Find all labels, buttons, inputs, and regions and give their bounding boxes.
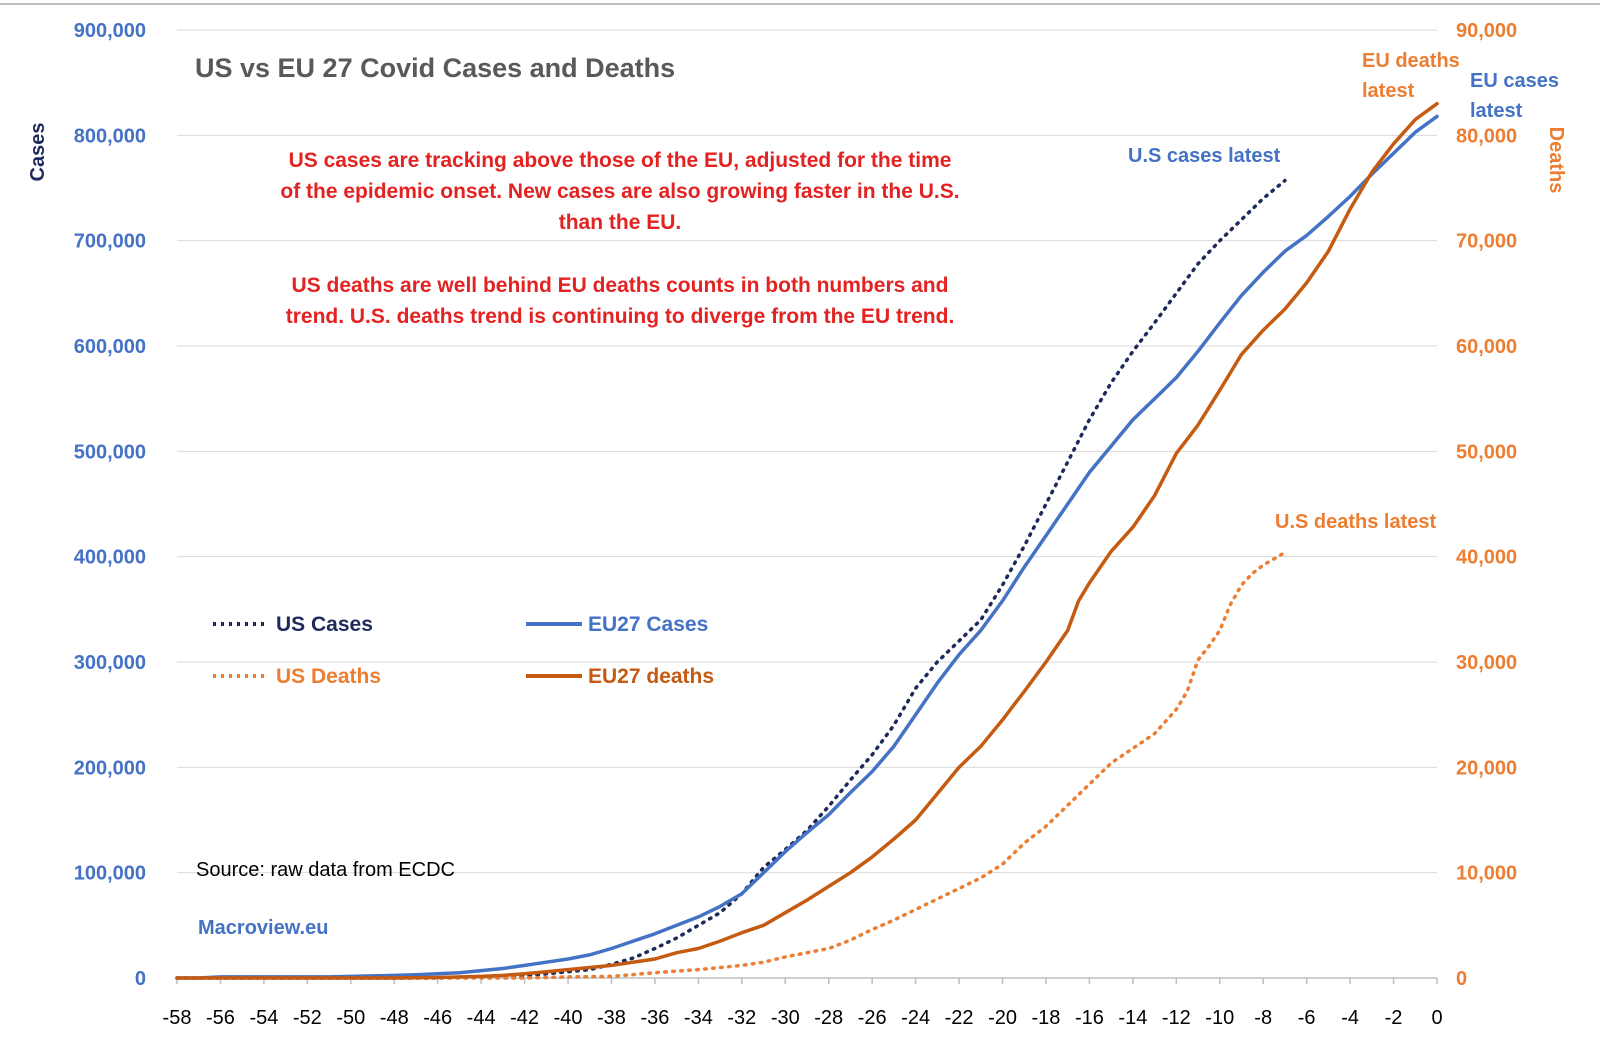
x-axis-ticks: -58 -56 -54 -52 -50 -48 -46 -44 -42 -40 -38 -36 -34-… bbox=[163, 977, 1443, 1029]
x-tick-label: -40 bbox=[554, 1007, 583, 1029]
y-tick-label-left: 800,000 bbox=[74, 125, 146, 147]
y-tick-label-right: 20,000 bbox=[1456, 757, 1517, 779]
y-tick-label-right: 90,000 bbox=[1456, 20, 1517, 42]
x-tick-label: -14 bbox=[1118, 1007, 1147, 1029]
annotation-line: US deaths are well behind EU deaths coun… bbox=[292, 274, 949, 297]
series-line-eu27-cases bbox=[175, 114, 1439, 980]
x-tick-label: -34 bbox=[684, 1007, 713, 1029]
x-tick-label: -6 bbox=[1298, 1007, 1316, 1029]
label-us-cases-latest: U.S cases latest bbox=[1128, 145, 1281, 167]
y-tick-label-left: 700,000 bbox=[74, 231, 146, 253]
y-tick-label-left: 100,000 bbox=[74, 863, 146, 885]
x-tick-label: -36 bbox=[640, 1007, 669, 1029]
y-tick-label-right: 10,000 bbox=[1456, 863, 1517, 885]
x-tick-label: -12 bbox=[1162, 1007, 1191, 1029]
gridlines bbox=[177, 29, 1437, 874]
x-tick-label: -20 bbox=[988, 1007, 1017, 1029]
y-tick-label-left: 0 bbox=[135, 968, 146, 990]
annotation-line: of the epidemic onset. New cases are als… bbox=[280, 180, 959, 203]
series-layer bbox=[175, 101, 1439, 980]
legend-item-eu-deaths: EU27 deaths bbox=[526, 665, 714, 688]
y-tick-label-left: 500,000 bbox=[74, 441, 146, 463]
legend-item-us-deaths: US Deaths bbox=[213, 665, 381, 688]
x-tick-label: -54 bbox=[249, 1007, 278, 1029]
label-us-deaths-latest: U.S deaths latest bbox=[1275, 511, 1437, 533]
x-tick-label: -10 bbox=[1205, 1007, 1234, 1029]
legend-label-eu-cases: EU27 Cases bbox=[588, 613, 708, 636]
label-eu-deaths-latest-line1: EU deaths bbox=[1362, 50, 1460, 72]
x-tick-label: -48 bbox=[380, 1007, 409, 1029]
x-tick-label: -56 bbox=[206, 1007, 235, 1029]
y-tick-label-left: 300,000 bbox=[74, 652, 146, 674]
y-axis-label-cases: Cases bbox=[27, 123, 49, 182]
x-tick-label: -26 bbox=[858, 1007, 887, 1029]
x-tick-label: -50 bbox=[336, 1007, 365, 1029]
y-tick-label-left: 400,000 bbox=[74, 547, 146, 569]
annotation-line: US cases are tracking above those of the… bbox=[289, 149, 952, 172]
annotation-cases-paragraph: US cases are tracking above those of the… bbox=[280, 149, 959, 234]
legend-label-eu-deaths: EU27 deaths bbox=[588, 665, 714, 688]
x-tick-label: -8 bbox=[1254, 1007, 1272, 1029]
x-tick-label: -58 bbox=[163, 1007, 192, 1029]
x-tick-label: -52 bbox=[293, 1007, 322, 1029]
brand-label: Macroview.eu bbox=[198, 917, 328, 939]
label-eu-deaths-latest-line2: latest bbox=[1362, 80, 1415, 102]
x-tick-label: -46 bbox=[423, 1007, 452, 1029]
x-tick-label: -22 bbox=[945, 1007, 974, 1029]
x-tick-label: -30 bbox=[771, 1007, 800, 1029]
annotation-deaths-paragraph: US deaths are well behind EU deaths coun… bbox=[286, 274, 955, 328]
series-line-us-deaths bbox=[175, 550, 1287, 980]
y-tick-label-right: 50,000 bbox=[1456, 441, 1517, 463]
legend: US Cases EU27 Cases US Deaths EU27 death… bbox=[213, 613, 714, 688]
right-axis-ticks: 0 10,000 20,000 30,000 40,000 50,000 60,000 70,… bbox=[1456, 20, 1517, 990]
y-tick-label-right: 70,000 bbox=[1456, 231, 1517, 253]
x-tick-label: -38 bbox=[597, 1007, 626, 1029]
legend-item-eu-cases: EU27 Cases bbox=[526, 613, 708, 636]
source-note: Source: raw data from ECDC bbox=[196, 859, 455, 881]
annotation-line: than the EU. bbox=[559, 211, 682, 234]
legend-item-us-cases: US Cases bbox=[213, 613, 373, 636]
y-tick-label-left: 900,000 bbox=[74, 20, 146, 42]
x-tick-label: -16 bbox=[1075, 1007, 1104, 1029]
label-eu-cases-latest-line2: latest bbox=[1470, 100, 1523, 122]
y-tick-label-right: 30,000 bbox=[1456, 652, 1517, 674]
x-tick-label: -18 bbox=[1032, 1007, 1061, 1029]
y-tick-label-right: 80,000 bbox=[1456, 125, 1517, 147]
label-eu-cases-latest-line1: EU cases bbox=[1470, 70, 1559, 92]
chart-title: US vs EU 27 Covid Cases and Deaths bbox=[195, 53, 675, 83]
legend-label-us-deaths: US Deaths bbox=[276, 665, 381, 688]
left-axis-ticks: 0 100,000 200,000 300,000 400,000 500,000 600,… bbox=[74, 20, 146, 990]
x-tick-label: 0 bbox=[1431, 1007, 1442, 1029]
x-tick-label: -42 bbox=[510, 1007, 539, 1029]
x-tick-label: -28 bbox=[814, 1007, 843, 1029]
annotation-line: trend. U.S. deaths trend is continuing t… bbox=[286, 305, 955, 328]
series-line-eu27-deaths bbox=[175, 101, 1439, 980]
x-tick-label: -2 bbox=[1385, 1007, 1403, 1029]
y-tick-label-left: 200,000 bbox=[74, 757, 146, 779]
y-tick-label-right: 0 bbox=[1456, 968, 1467, 990]
x-tick-label: -24 bbox=[901, 1007, 930, 1029]
y-tick-label-right: 40,000 bbox=[1456, 547, 1517, 569]
legend-label-us-cases: US Cases bbox=[276, 613, 373, 636]
y-axis-label-deaths: Deaths bbox=[1545, 127, 1567, 194]
x-tick-label: -44 bbox=[467, 1007, 496, 1029]
x-tick-label: -4 bbox=[1341, 1007, 1359, 1029]
y-tick-label-right: 60,000 bbox=[1456, 336, 1517, 358]
y-tick-label-left: 600,000 bbox=[74, 336, 146, 358]
x-tick-label: -32 bbox=[727, 1007, 756, 1029]
